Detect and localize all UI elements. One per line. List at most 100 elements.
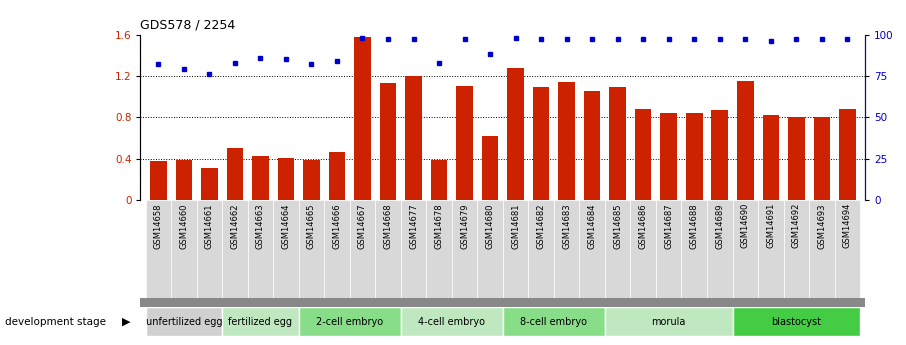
Bar — [533, 87, 549, 200]
Bar — [583, 91, 601, 200]
FancyBboxPatch shape — [733, 307, 860, 336]
Text: GSM14682: GSM14682 — [536, 203, 545, 248]
Text: 4-cell embryo: 4-cell embryo — [419, 317, 486, 327]
Bar — [763, 115, 779, 200]
FancyBboxPatch shape — [299, 307, 400, 336]
Text: GSM14685: GSM14685 — [613, 203, 622, 248]
Bar — [457, 86, 473, 200]
Text: GSM14668: GSM14668 — [383, 203, 392, 249]
Bar — [711, 110, 728, 200]
Bar — [304, 160, 320, 200]
FancyBboxPatch shape — [324, 200, 350, 298]
Text: GSM14664: GSM14664 — [282, 203, 291, 248]
FancyBboxPatch shape — [554, 200, 580, 298]
Text: GSM14694: GSM14694 — [843, 203, 852, 248]
Text: GSM14661: GSM14661 — [205, 203, 214, 248]
Text: GSM14666: GSM14666 — [333, 203, 342, 249]
Bar — [839, 109, 855, 200]
Bar — [635, 109, 651, 200]
FancyBboxPatch shape — [656, 200, 681, 298]
Text: fertilized egg: fertilized egg — [228, 317, 293, 327]
Text: GSM14679: GSM14679 — [460, 203, 469, 248]
FancyBboxPatch shape — [222, 200, 247, 298]
Text: GDS578 / 2254: GDS578 / 2254 — [140, 19, 236, 32]
FancyBboxPatch shape — [146, 307, 222, 336]
Bar — [814, 117, 830, 200]
Text: GSM14662: GSM14662 — [230, 203, 239, 248]
FancyBboxPatch shape — [350, 200, 375, 298]
Bar — [558, 82, 575, 200]
Text: 8-cell embryo: 8-cell embryo — [520, 317, 587, 327]
Bar — [226, 148, 243, 200]
FancyBboxPatch shape — [631, 200, 656, 298]
FancyBboxPatch shape — [809, 200, 834, 298]
FancyBboxPatch shape — [197, 200, 222, 298]
Text: GSM14667: GSM14667 — [358, 203, 367, 249]
Text: GSM14684: GSM14684 — [588, 203, 597, 248]
Bar — [329, 152, 345, 200]
Text: unfertilized egg: unfertilized egg — [146, 317, 222, 327]
Bar — [660, 113, 677, 200]
FancyBboxPatch shape — [273, 200, 299, 298]
Bar — [610, 87, 626, 200]
FancyBboxPatch shape — [452, 200, 477, 298]
FancyBboxPatch shape — [681, 200, 707, 298]
FancyBboxPatch shape — [375, 200, 400, 298]
FancyBboxPatch shape — [580, 200, 605, 298]
Text: GSM14683: GSM14683 — [562, 203, 571, 249]
Text: GSM14660: GSM14660 — [179, 203, 188, 248]
Text: development stage: development stage — [5, 317, 105, 327]
Bar — [277, 158, 294, 200]
Bar — [737, 81, 754, 200]
Bar — [201, 168, 217, 200]
FancyBboxPatch shape — [605, 307, 733, 336]
FancyBboxPatch shape — [528, 200, 554, 298]
FancyBboxPatch shape — [426, 200, 452, 298]
Bar — [430, 160, 448, 200]
FancyBboxPatch shape — [400, 200, 426, 298]
FancyBboxPatch shape — [222, 307, 299, 336]
Text: GSM14686: GSM14686 — [639, 203, 648, 249]
Text: GSM14689: GSM14689 — [715, 203, 724, 248]
Bar — [405, 76, 422, 200]
Text: morula: morula — [651, 317, 686, 327]
Text: GSM14663: GSM14663 — [255, 203, 265, 249]
Bar — [252, 156, 269, 200]
Text: blastocyst: blastocyst — [771, 317, 822, 327]
Text: GSM14692: GSM14692 — [792, 203, 801, 248]
FancyBboxPatch shape — [171, 200, 197, 298]
Bar — [150, 161, 167, 200]
FancyBboxPatch shape — [605, 200, 631, 298]
Text: GSM14665: GSM14665 — [307, 203, 316, 248]
Text: GSM14680: GSM14680 — [486, 203, 495, 248]
Text: GSM14688: GSM14688 — [689, 203, 699, 249]
Text: 2-cell embryo: 2-cell embryo — [316, 317, 383, 327]
Text: ▶: ▶ — [122, 317, 130, 327]
FancyBboxPatch shape — [733, 200, 758, 298]
Bar — [686, 113, 702, 200]
FancyBboxPatch shape — [834, 200, 860, 298]
Bar — [507, 68, 524, 200]
Text: GSM14678: GSM14678 — [435, 203, 444, 249]
FancyBboxPatch shape — [503, 307, 605, 336]
Bar — [788, 117, 805, 200]
FancyBboxPatch shape — [146, 200, 171, 298]
Text: GSM14677: GSM14677 — [409, 203, 418, 249]
Bar — [354, 37, 371, 200]
FancyBboxPatch shape — [784, 200, 809, 298]
FancyBboxPatch shape — [477, 200, 503, 298]
FancyBboxPatch shape — [400, 307, 503, 336]
Text: GSM14658: GSM14658 — [154, 203, 163, 248]
FancyBboxPatch shape — [503, 200, 528, 298]
Text: GSM14691: GSM14691 — [766, 203, 776, 248]
Text: GSM14690: GSM14690 — [741, 203, 750, 248]
Bar — [176, 160, 192, 200]
Text: GSM14681: GSM14681 — [511, 203, 520, 248]
FancyBboxPatch shape — [707, 200, 733, 298]
FancyBboxPatch shape — [247, 200, 273, 298]
FancyBboxPatch shape — [758, 200, 784, 298]
Text: GSM14693: GSM14693 — [817, 203, 826, 248]
Bar — [482, 136, 498, 200]
Bar — [380, 83, 396, 200]
FancyBboxPatch shape — [299, 200, 324, 298]
